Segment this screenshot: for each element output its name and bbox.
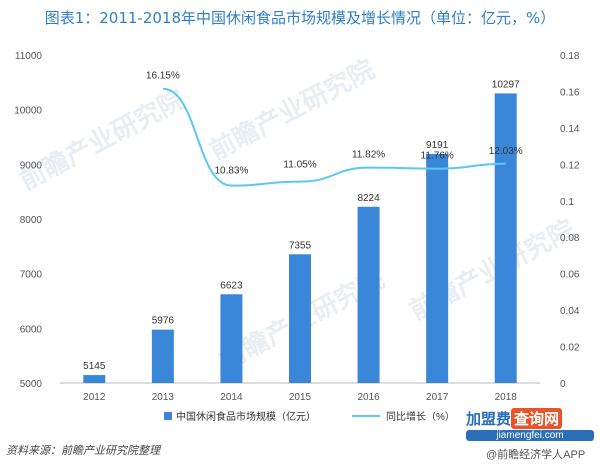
bar-value-label: 5145 [83, 361, 106, 372]
y-right-tick-label: 0.18 [560, 51, 580, 62]
source-note: 资料来源：前瞻产业研究院整理 [6, 444, 160, 457]
bar [426, 153, 449, 383]
brand-logo: 加盟费 查询网 jiamengfei.com [466, 408, 594, 442]
bar-value-label: 6623 [220, 280, 243, 291]
legend-line-label: 同比增长（%） [386, 410, 455, 423]
y-right-tick-label: 0.16 [560, 87, 580, 98]
x-tick-label: 2014 [220, 392, 243, 403]
bar-value-label: 8224 [357, 193, 380, 204]
y-right-tick-label: 0.08 [560, 233, 580, 244]
legend-bar-swatch [164, 412, 172, 420]
y-right-tick-label: 0.04 [560, 306, 580, 317]
bar [83, 375, 106, 383]
y-right-tick-label: 0.12 [560, 160, 580, 171]
x-tick-label: 2017 [426, 392, 449, 403]
bar-value-label: 10297 [492, 79, 520, 90]
bar [151, 329, 174, 383]
bar [494, 93, 517, 383]
x-tick-label: 2015 [289, 392, 312, 403]
brand-name-b: 查询网 [511, 408, 563, 429]
line-value-label: 10.83% [214, 166, 248, 177]
brand-url: jiamengfei.com [466, 430, 594, 441]
y-left-tick-label: 10000 [14, 106, 42, 117]
bar-value-label: 9191 [426, 140, 449, 151]
x-tick-label: 2012 [83, 392, 106, 403]
y-left-tick-label: 5000 [20, 379, 43, 390]
line-value-label: 11.82% [352, 150, 385, 161]
x-tick-label: 2016 [357, 392, 380, 403]
legend-bar-label: 中国休闲食品市场规模（亿元） [176, 410, 316, 423]
brand-name-a: 加盟费 [466, 410, 512, 428]
y-left-tick-label: 8000 [20, 215, 43, 226]
line-value-label: 11.05% [283, 160, 316, 171]
x-tick-label: 2018 [495, 392, 518, 403]
line-value-label: 11.76% [421, 151, 454, 162]
y-right-tick-label: 0.14 [560, 124, 580, 135]
line-value-label: 12.03% [489, 146, 523, 157]
x-tick-label: 2013 [152, 392, 175, 403]
bar [220, 294, 243, 383]
bar-value-label: 7355 [289, 240, 312, 251]
y-right-tick-label: 0.06 [560, 270, 580, 281]
brand-tagline: @前瞻经济学人APP [486, 449, 586, 461]
y-left-tick-label: 7000 [20, 270, 43, 281]
bar [289, 254, 311, 383]
bar-value-label: 5976 [152, 316, 175, 327]
y-right-tick-label: 0 [560, 379, 566, 390]
y-left-tick-label: 11000 [15, 51, 43, 62]
chart-title: 图表1：2011-2018年中国休闲食品市场规模及增长情况（单位：亿元，%） [44, 9, 556, 27]
bar [357, 206, 380, 383]
y-right-tick-label: 0.02 [560, 343, 580, 354]
y-left-tick-label: 6000 [20, 324, 43, 335]
growth-line [162, 87, 506, 187]
y-right-tick-label: 0.1 [560, 197, 574, 208]
line-value-label: 16.15% [146, 71, 180, 82]
y-left-tick-label: 9000 [20, 160, 43, 171]
